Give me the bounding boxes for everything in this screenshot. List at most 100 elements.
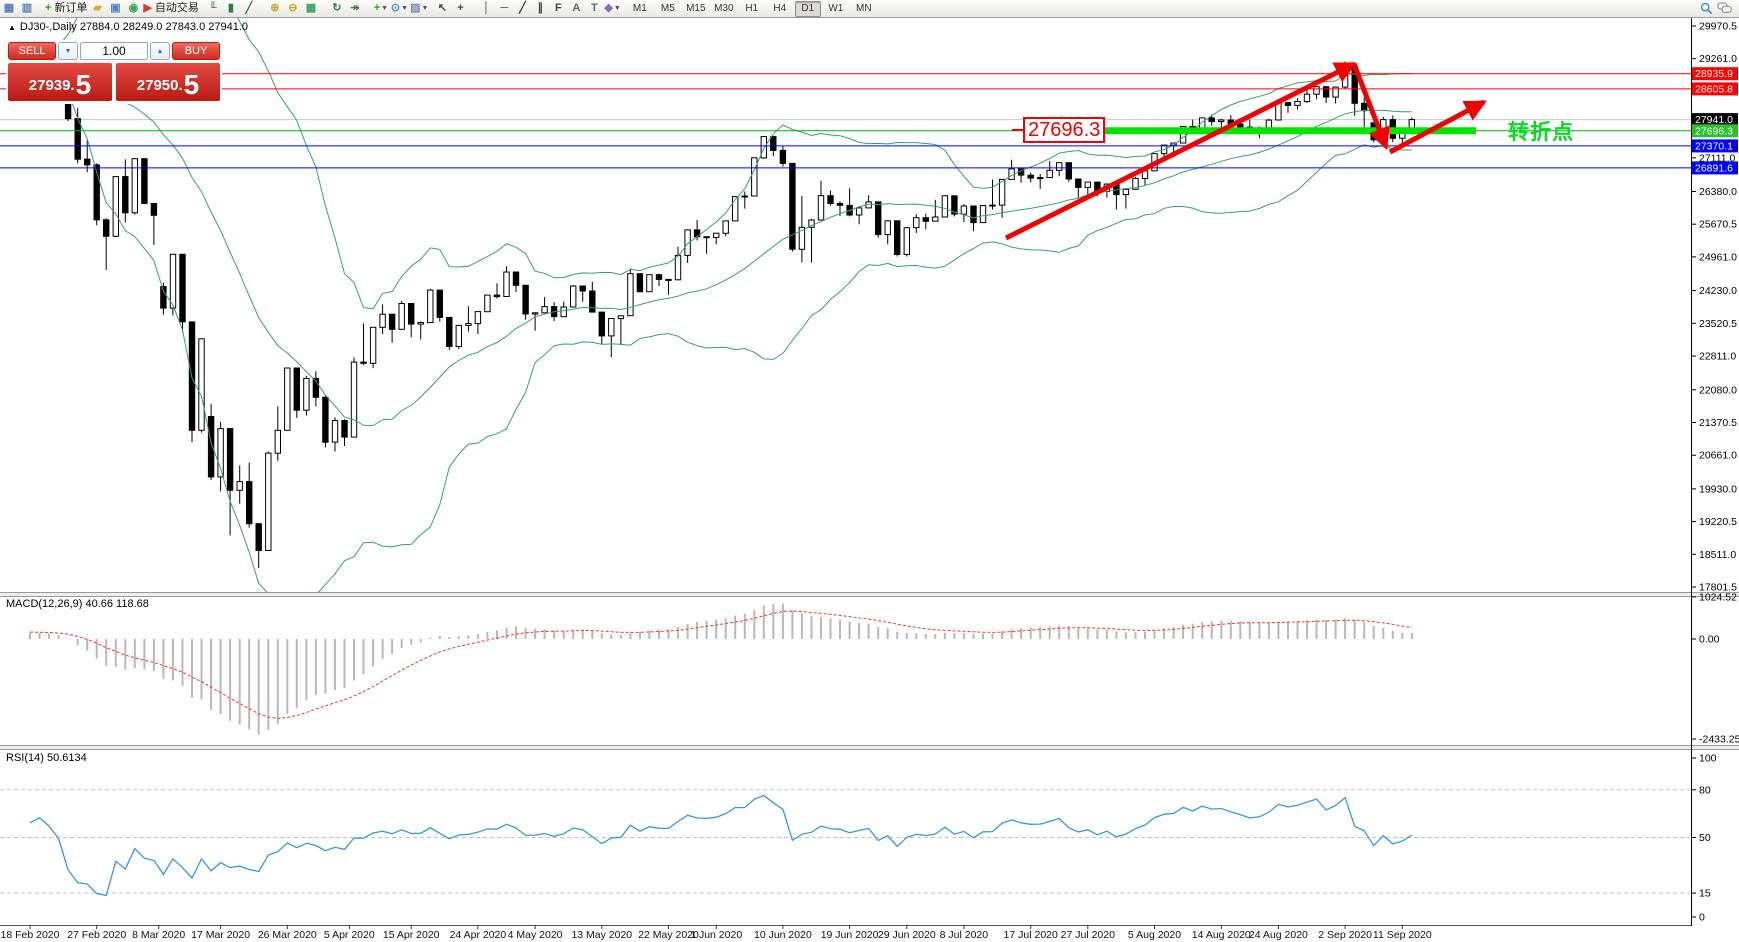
macd-indicator-label: MACD(12,26,9) 40.66 118.68 — [6, 598, 149, 610]
volume-increase-button[interactable]: ▲ — [150, 42, 170, 60]
macd-histogram — [29, 603, 1413, 735]
templates-icon-dropdown[interactable]: ▼ — [421, 5, 429, 12]
timeframe-h1[interactable]: H1 — [745, 3, 759, 14]
svg-text:27 Feb 2020: 27 Feb 2020 — [67, 929, 126, 941]
tile-windows-icon[interactable]: ▦ — [303, 1, 319, 16]
svg-text:-2433.25: -2433.25 — [1699, 734, 1739, 746]
metaeditor-icon[interactable]: ▣ — [107, 1, 123, 16]
main-price-panel — [0, 17, 1691, 592]
svg-text:27696.3: 27696.3 — [1695, 125, 1733, 137]
sell-price-main: 27939. — [28, 77, 75, 94]
sell-button[interactable]: SELL — [8, 42, 56, 60]
periods-icon-dropdown[interactable]: ▼ — [401, 5, 409, 12]
bar-chart-icon[interactable]: ╙ — [205, 1, 221, 16]
turning-point-annotation[interactable]: 转折点 — [1508, 121, 1574, 144]
svg-text:1 Jun 2020: 1 Jun 2020 — [690, 929, 742, 941]
indicators-icon[interactable]: + ▼ — [373, 1, 389, 16]
horizontal-line-icon: ─ — [500, 2, 509, 14]
zoom-out-icon[interactable]: ⊖ — [285, 1, 301, 16]
styler-icon[interactable]: ▰ — [89, 1, 105, 16]
timeframe-d1[interactable]: D1 — [794, 0, 821, 17]
new-order-icon[interactable]: + 新订单 — [45, 1, 87, 16]
shapes-icon[interactable]: ◆ ▼ — [604, 1, 620, 16]
shapes-icon-dropdown[interactable]: ▼ — [613, 5, 621, 12]
svg-text:4 May 2020: 4 May 2020 — [508, 929, 563, 941]
svg-text:10 Jun 2020: 10 Jun 2020 — [754, 929, 812, 941]
volume-decrease-button[interactable]: ▼ — [58, 42, 78, 60]
label-icon: T — [591, 2, 598, 14]
svg-text:18511.0: 18511.0 — [1699, 549, 1736, 561]
channel-icon[interactable]: ∥ — [532, 1, 548, 16]
cursor-icon: ↖ — [437, 2, 448, 14]
svg-text:24 Aug 2020: 24 Aug 2020 — [1249, 929, 1308, 941]
signals-icon[interactable]: ◉ — [125, 1, 141, 16]
chart-shift-icon[interactable]: ↠ — [347, 1, 363, 16]
price-axis: 29970.5 29261.0 27111.0 26380.0 25670.5 24961… — [1691, 21, 1739, 924]
templates-icon[interactable]: ▨ ▼ — [410, 1, 428, 16]
auto-scroll-icon[interactable]: ↻ — [329, 1, 345, 16]
svg-text:100: 100 — [1699, 753, 1717, 765]
timeframe-w1[interactable]: W1 — [828, 3, 844, 14]
indicators-icon-dropdown[interactable]: ▼ — [381, 5, 389, 12]
rsi-indicator-label: RSI(14) 50.6134 — [6, 752, 87, 764]
periods-icon[interactable]: ⊙ ▼ — [391, 1, 408, 16]
zoom-in-icon[interactable]: ⊕ — [267, 1, 283, 16]
fibonacci-icon[interactable]: F — [550, 1, 566, 16]
charts-window-icon: ▦ — [3, 2, 15, 14]
buy-price-display[interactable]: 27950. 5 — [116, 63, 220, 101]
support-price-annotation[interactable]: 27696.3 — [1023, 117, 1106, 143]
bollinger-upper — [29, 17, 1412, 310]
svg-text:22080.0: 22080.0 — [1699, 384, 1737, 396]
horizontal-line-icon[interactable]: ─ — [496, 1, 512, 16]
vertical-line-icon: │ — [482, 2, 490, 14]
svg-text:0.00: 0.00 — [1699, 634, 1720, 646]
text-icon[interactable]: A — [568, 1, 584, 16]
svg-text:29970.5: 29970.5 — [1699, 21, 1737, 33]
auto-trading-icon[interactable]: ▶ 自动交易 — [143, 1, 198, 16]
bar-chart-icon: ╙ — [209, 2, 217, 14]
timeframe-m5[interactable]: M5 — [660, 3, 675, 14]
bollinger-middle — [29, 60, 1412, 427]
trend-arrow — [1004, 61, 1357, 241]
auto-scroll-icon: ↻ — [332, 2, 342, 14]
timeframe-mn[interactable]: MN — [856, 3, 872, 14]
new-order-icon: + — [45, 2, 52, 14]
cursor-icon[interactable]: ↖ — [434, 1, 450, 16]
sell-price-pip: 5 — [75, 69, 92, 100]
candlestick-chart-icon[interactable]: ▮ — [223, 1, 239, 16]
rsi-panel — [0, 789, 1691, 897]
crosshair-icon: + — [457, 2, 464, 14]
buy-button[interactable]: BUY — [172, 42, 220, 60]
metaeditor-icon: ▣ — [110, 2, 121, 14]
label-icon[interactable]: T — [586, 1, 602, 16]
collapse-arrow-icon[interactable]: ▲ — [8, 23, 16, 32]
svg-text:17 Jul 2020: 17 Jul 2020 — [1004, 929, 1058, 941]
sell-price-display[interactable]: 27939. 5 — [8, 63, 112, 101]
line-chart-icon[interactable]: ╱ — [241, 1, 257, 16]
timeframe-h4[interactable]: H4 — [773, 3, 787, 14]
timeframe-m30[interactable]: M30 — [714, 3, 734, 14]
charts-window-icon[interactable]: ▦ — [1, 1, 17, 16]
date-axis: 18 Feb 2020 27 Feb 2020 8 Mar 2020 17 Mar 2… — [1, 925, 1432, 941]
svg-text:5 Apr 2020: 5 Apr 2020 — [324, 929, 375, 941]
chat-icon[interactable] — [1716, 1, 1732, 16]
zoom-in-icon: ⊕ — [270, 2, 280, 14]
shapes-icon: ◆ — [604, 2, 613, 14]
zoom-out-icon: ⊖ — [288, 2, 298, 14]
timeframe-m1[interactable]: M1 — [632, 3, 647, 14]
crosshair-icon[interactable]: + — [452, 1, 468, 16]
search-icon[interactable] — [1698, 1, 1714, 16]
volume-input[interactable]: 1.00 — [80, 42, 148, 60]
buy-price-main: 27950. — [136, 77, 183, 94]
vertical-line-icon[interactable]: │ — [478, 1, 494, 16]
trendline-icon[interactable]: ╱ — [514, 1, 530, 16]
timeframe-m15[interactable]: M15 — [686, 3, 706, 14]
market-overview-icon[interactable]: ▥ — [19, 1, 35, 16]
svg-text:29 Jun 2020: 29 Jun 2020 — [878, 929, 936, 941]
chart-title-text: DJ30-,Daily 27884.0 28249.0 27843.0 2794… — [19, 21, 249, 33]
svg-text:15: 15 — [1699, 888, 1711, 900]
svg-text:8 Jul 2020: 8 Jul 2020 — [940, 929, 989, 941]
svg-text:19 Jun 2020: 19 Jun 2020 — [821, 929, 879, 941]
svg-text:23520.5: 23520.5 — [1699, 318, 1737, 330]
